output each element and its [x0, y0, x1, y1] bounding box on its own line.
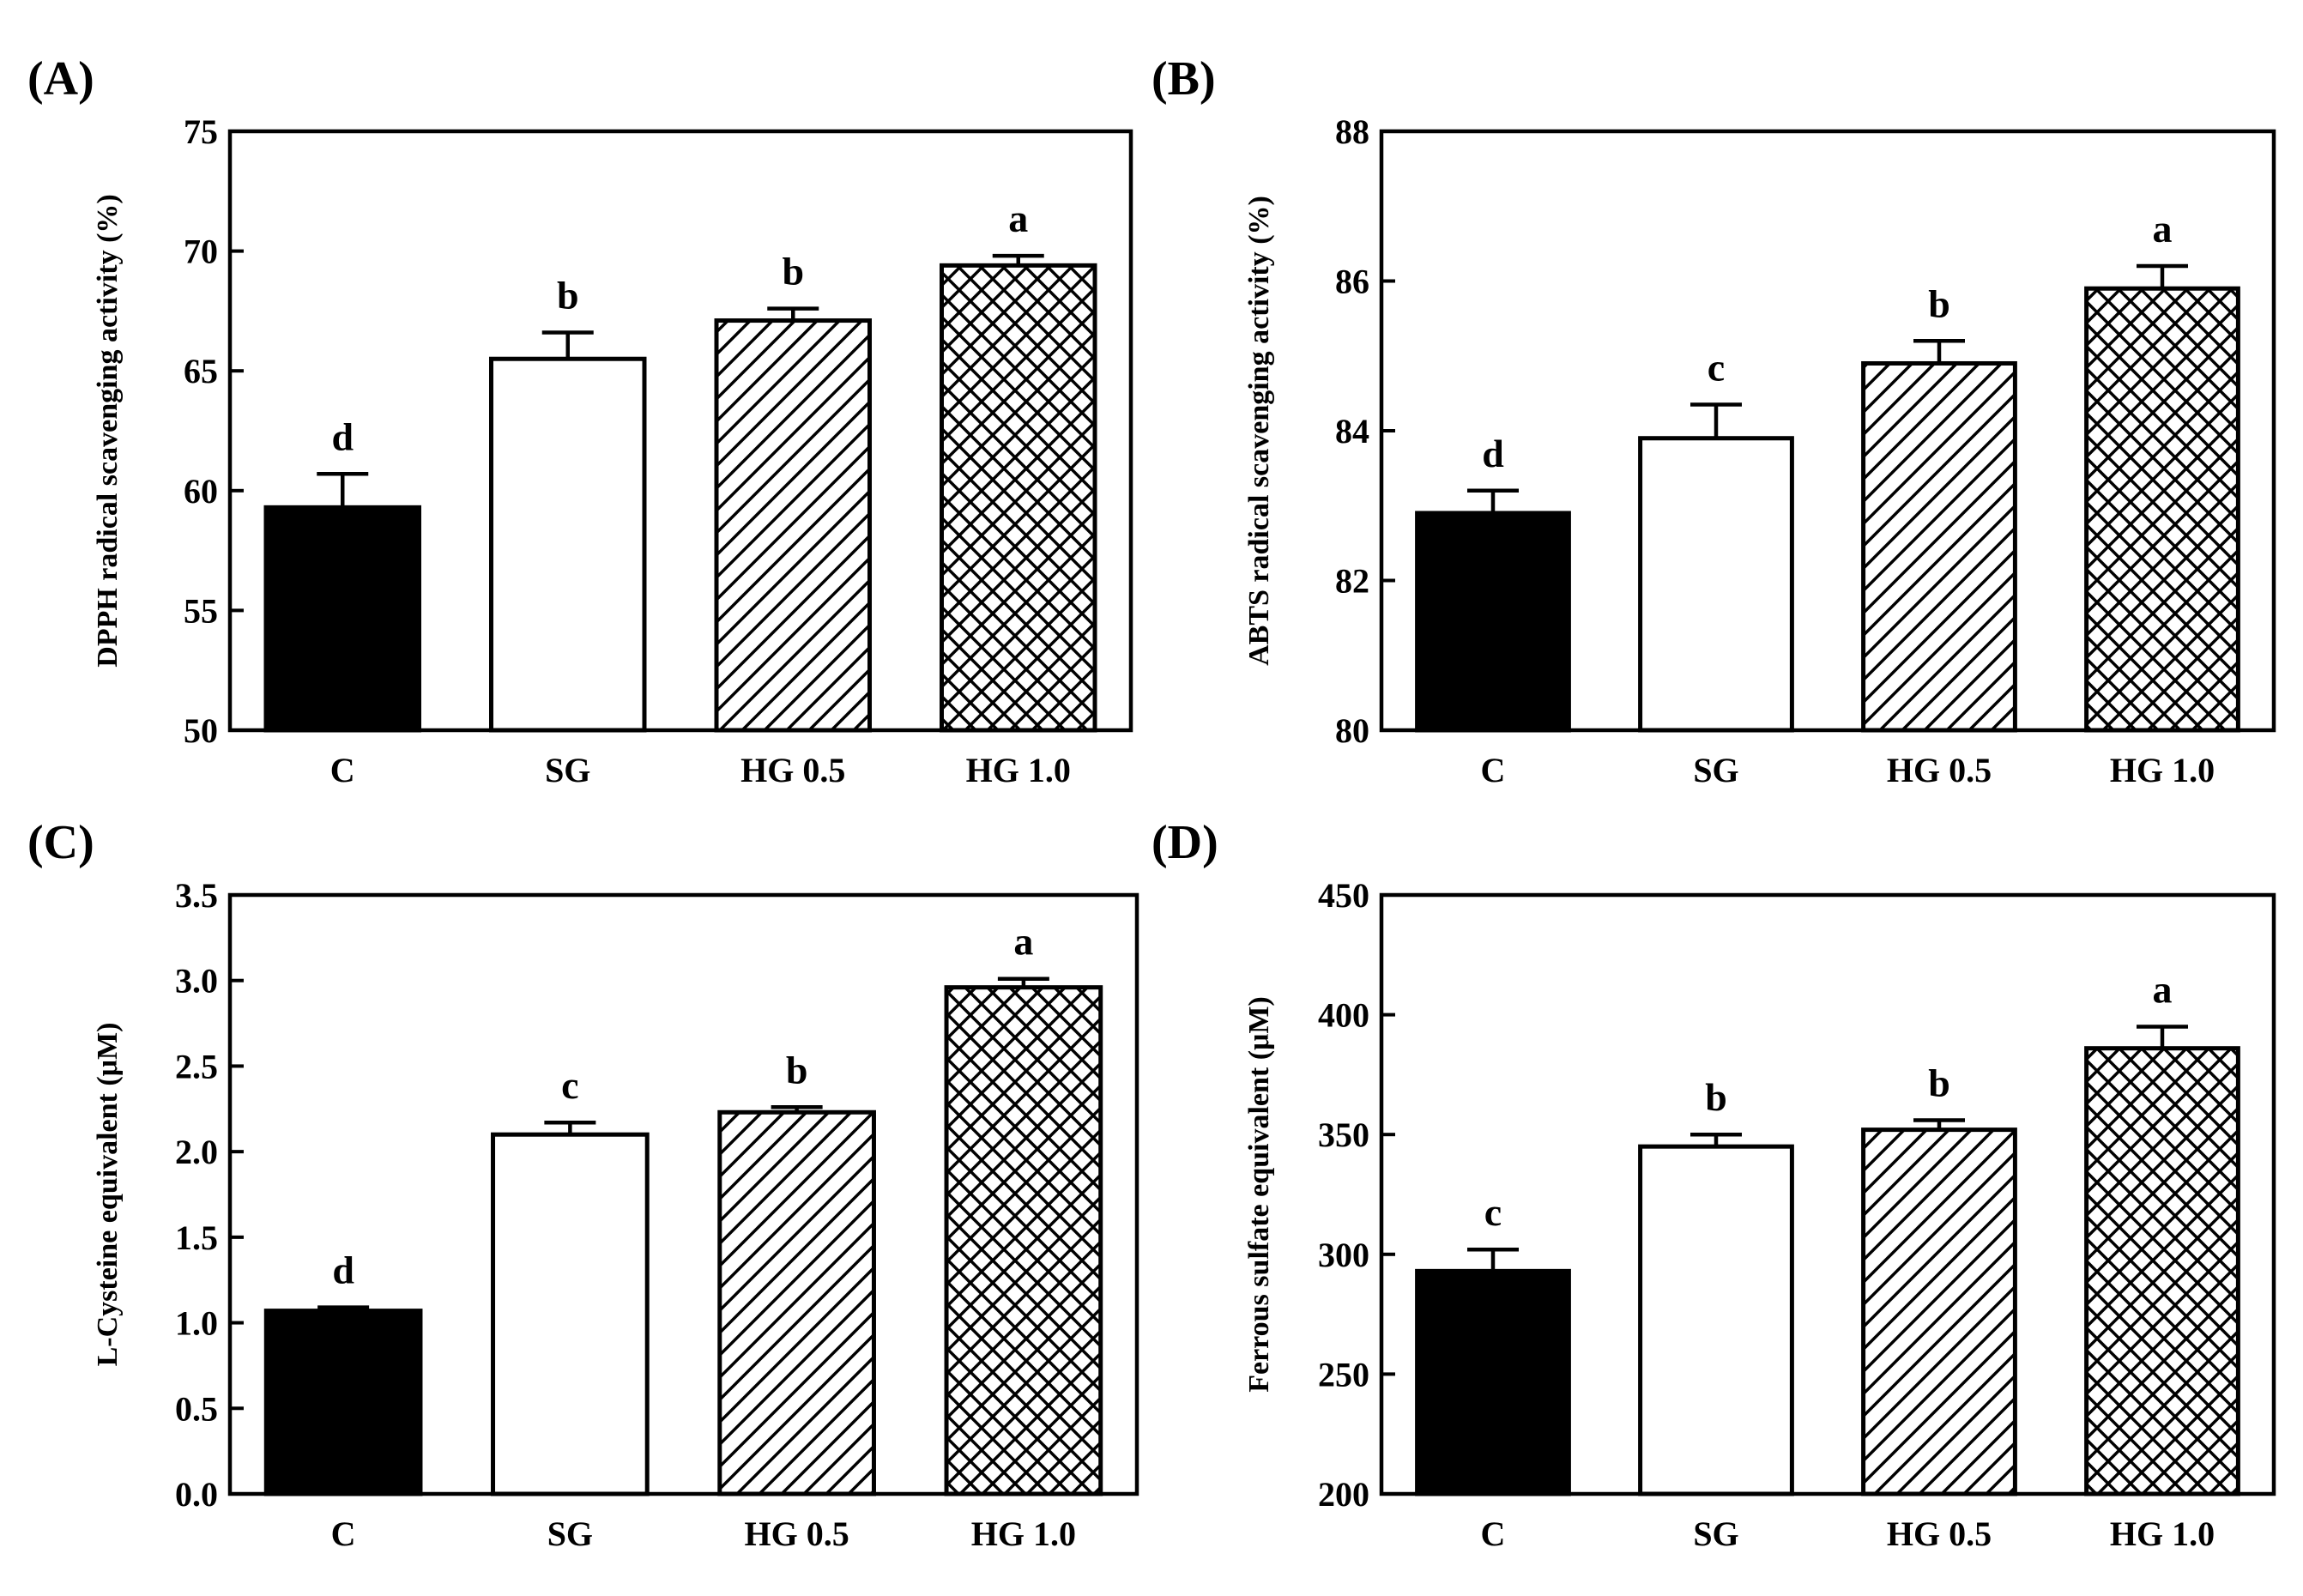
y-axis-title: ABTS radical scavenging activity (%) — [1243, 196, 1275, 666]
y-tick-label: 82 — [1335, 562, 1369, 601]
significance-label: d — [332, 1248, 354, 1292]
bar — [1415, 1268, 1571, 1496]
x-tick-label: HG 0.5 — [740, 751, 845, 789]
x-tick-label: SG — [547, 1514, 593, 1553]
bar — [1638, 436, 1794, 733]
significance-label: d — [331, 414, 354, 458]
x-tick-label: HG 1.0 — [971, 1514, 1076, 1553]
plot-frame — [227, 129, 1133, 733]
x-tick-label: C — [330, 751, 355, 789]
significance-label: c — [1708, 345, 1725, 389]
y-tick-label: 300 — [1318, 1236, 1369, 1274]
y-tick-label: 65 — [184, 352, 218, 390]
chart-panel-2: (B) 80 82 84 86 88 ABTS radical scavenging act… — [1152, 52, 2276, 789]
significance-label: c — [561, 1063, 578, 1107]
significance-label: a — [2153, 968, 2173, 1012]
significance-label: b — [1928, 281, 1950, 325]
x-tick-label: SG — [1693, 751, 1738, 789]
bar — [717, 1109, 876, 1496]
y-tick-label: 86 — [1335, 263, 1369, 301]
panel-label: (C) — [27, 816, 94, 869]
bar — [1638, 1144, 1794, 1496]
y-axis-title: DPPH radical scavenging activity (%) — [92, 194, 124, 667]
significance-label: a — [1013, 920, 1033, 964]
y-tick-label: 60 — [184, 472, 218, 511]
y-tick-label: 0.5 — [175, 1389, 218, 1428]
x-tick-label: C — [1481, 1514, 1506, 1553]
significance-label: b — [782, 250, 804, 293]
significance-label: c — [1484, 1190, 1502, 1234]
x-tick-label: SG — [1693, 1514, 1738, 1553]
bar — [489, 356, 647, 733]
panel-label: (B) — [1152, 52, 1216, 106]
bar — [1861, 1127, 2017, 1496]
bar — [944, 985, 1103, 1496]
significance-label: b — [557, 274, 579, 317]
y-tick-label: 3.5 — [175, 876, 218, 915]
significance-label: a — [2153, 207, 2173, 251]
x-tick-label: HG 1.0 — [2110, 751, 2215, 789]
y-tick-label: 84 — [1335, 412, 1369, 450]
y-tick-label: 55 — [184, 591, 218, 630]
y-tick-label: 450 — [1318, 876, 1369, 915]
significance-label: b — [1705, 1075, 1727, 1119]
y-axis-title: L-Cysteine equivalent (μM) — [92, 1023, 124, 1367]
plot-frame — [1379, 892, 2276, 1496]
x-tick-label: C — [331, 1514, 356, 1553]
bar — [1415, 511, 1571, 733]
bar — [714, 318, 872, 733]
x-tick-label: HG 1.0 — [2110, 1514, 2215, 1553]
y-tick-label: 3.0 — [175, 962, 218, 1001]
y-tick-label: 50 — [184, 711, 218, 750]
y-tick-label: 400 — [1318, 996, 1369, 1035]
y-tick-label: 250 — [1318, 1355, 1369, 1393]
y-tick-label: 200 — [1318, 1475, 1369, 1514]
x-tick-label: HG 0.5 — [1887, 751, 1992, 789]
y-axis-title: Ferrous sulfate equivalent (μM) — [1243, 996, 1275, 1393]
significance-label: a — [1008, 196, 1028, 240]
bar — [940, 263, 1097, 733]
bar — [1861, 360, 2017, 733]
x-tick-label: SG — [545, 751, 590, 789]
significance-label: b — [1928, 1061, 1950, 1104]
plot-frame — [227, 892, 1139, 1496]
x-tick-label: HG 0.5 — [1887, 1514, 1992, 1553]
significance-label: d — [1482, 432, 1504, 475]
bar — [2084, 1046, 2240, 1496]
x-tick-label: HG 0.5 — [745, 1514, 849, 1553]
chart-panel-4: (D) 200 250 300 350 400 450 Ferrous sulfate equ… — [1152, 816, 2276, 1553]
y-tick-label: 1.5 — [175, 1218, 218, 1257]
bar — [263, 505, 421, 733]
bar — [491, 1132, 650, 1496]
y-tick-label: 80 — [1335, 711, 1369, 750]
bar — [263, 1309, 423, 1496]
significance-label: b — [786, 1048, 808, 1091]
x-tick-label: C — [1481, 751, 1506, 789]
panel-label: (D) — [1152, 816, 1218, 869]
y-tick-label: 0.0 — [175, 1475, 218, 1514]
bar — [2084, 286, 2240, 733]
chart-panel-1: (A) 50 55 60 65 70 75 DPPH radical scavenging a… — [27, 52, 1133, 789]
y-tick-label: 88 — [1335, 112, 1369, 151]
y-tick-label: 2.0 — [175, 1133, 218, 1171]
y-tick-label: 2.5 — [175, 1047, 218, 1085]
y-tick-label: 1.0 — [175, 1304, 218, 1343]
chart-panel-3: (C) 0.0 0.5 1.0 1.5 2.0 2.5 3.0 3.5 L-Cysteine eq… — [27, 816, 1139, 1553]
x-tick-label: HG 1.0 — [966, 751, 1071, 789]
y-tick-label: 350 — [1318, 1115, 1369, 1154]
y-tick-label: 75 — [184, 112, 218, 151]
panel-label: (A) — [27, 52, 94, 106]
y-tick-label: 70 — [184, 233, 218, 271]
